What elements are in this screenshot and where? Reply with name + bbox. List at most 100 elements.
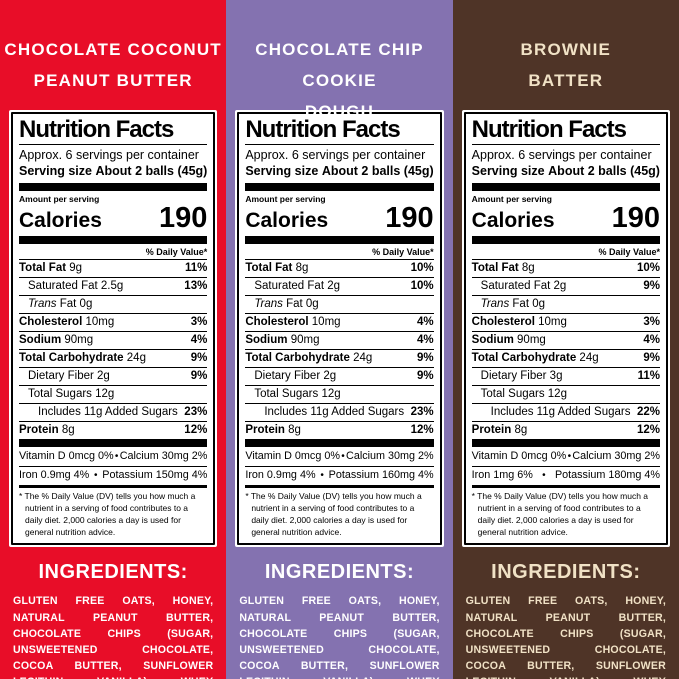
bullet-separator: • [341,451,345,463]
thick-divider [471,236,660,245]
nutrient-row: Dietary Fiber 2g 9% [245,367,434,385]
nutrient-row: Cholesterol 10mg 3% [19,313,208,331]
nutrition-facts-heading: Nutrition Facts [471,117,660,146]
nutrient-daily-value: 11% [637,370,660,383]
nutrient-label: Includes 11g Added Sugars [264,406,405,419]
thick-divider [245,236,434,245]
flavor-title: CHOCOLATE COCONUT PEANUT BUTTER [0,0,226,108]
nutrition-facts-heading: Nutrition Facts [19,117,208,146]
nutrient-row: Saturated Fat 2g 9% [471,277,660,295]
nutrient-daily-value: 22% [636,406,660,419]
amount-per-serving-label: Amount per serving [19,194,100,205]
nutrient-label: Cholesterol 10mg [19,316,115,329]
serving-size-value: About 2 balls (45g) [95,164,208,179]
nutrient-row: Total Carbohydrate 24g 9% [471,349,660,367]
nutrient-label: Includes 11g Added Sugars [490,406,631,419]
serving-size-label: Serving size [245,164,319,179]
nutrient-row: Sodium 90mg 4% [471,331,660,349]
nutrient-rows: Total Fat 8g 10% Saturated Fat 2g 10% Trans … [245,260,434,439]
nutrient-daily-value: 9% [643,352,660,365]
flavor-title-line2: BATTER [528,71,604,90]
calories-value: 190 [385,202,434,235]
nutrient-daily-value: 9% [643,280,660,293]
nutrient-label: Total Sugars 12g [480,388,567,401]
nutrient-row: Sodium 90mg 4% [245,331,434,349]
nutrient-label: Total Fat 8g [471,262,535,275]
nutrient-daily-value: 11% [184,262,208,275]
ingredients-list: GLUTEN FREE OATS, HONEY, NATURAL PEANUT … [239,595,440,679]
nutrient-label: Dietary Fiber 3g [480,370,563,383]
ingredients-heading: INGREDIENTS: [38,561,188,584]
daily-value-footnote: * The % Daily Value (DV) tells you how m… [19,491,196,538]
nutrient-daily-value: 10% [410,280,434,293]
flavor-title-line2: PEANUT BUTTER [33,71,193,90]
nutrient-daily-value: 3% [643,316,660,329]
nutrient-label: Sodium 90mg [19,334,94,347]
nutrient-row: Sodium 90mg 4% [19,331,208,349]
vitamin-right: Calcium 30mg 2% [572,450,660,463]
thick-divider [245,183,434,192]
nutrient-label: Sodium 90mg [245,334,320,347]
nutrient-row: Total Fat 9g 11% [19,260,207,277]
nutrient-row: Total Carbohydrate 24g 9% [19,349,208,367]
thick-divider [19,439,208,448]
daily-value-footnote: * The % Daily Value (DV) tells you how m… [245,491,422,538]
vitamin-row: Iron 0.9mg 4% • Potassium 160mg 4% [245,465,434,485]
nutrient-row: Total Fat 8g 10% [245,260,433,277]
nutrient-daily-value: 9% [190,370,208,383]
flavor-title-line2: DOUGH [304,102,375,121]
nutrient-daily-value: 12% [636,424,660,437]
calories-label: Calories [471,209,555,233]
ingredients-list: GLUTEN FREE OATS, HONEY, NATURAL PEANUT … [13,595,214,679]
nutrition-facts-inner: Nutrition Facts Approx. 6 servings per c… [237,112,442,546]
calories-label: Calories [19,209,102,233]
nutrient-label: Total Fat 8g [245,262,309,275]
vitamin-left: Iron 1mg 6% [471,468,533,481]
bullet-separator: • [94,469,98,481]
nutrient-row: Protein 8g 12% [471,421,660,439]
nutrient-label: Saturated Fat 2g [254,280,341,293]
footnote-divider [245,485,434,489]
flavor-title: CHOCOLATE CHIP COOKIE DOUGH [226,0,452,121]
nutrient-row: Cholesterol 10mg 3% [471,313,660,331]
servings-per-container: Approx. 6 servings per container [19,148,199,163]
flavor-title: BROWNIE BATTER [453,0,679,108]
nutrient-row: Protein 8g 12% [19,421,208,439]
nutrient-row: Total Sugars 12g [245,385,434,403]
vitamin-row: Vitamin D 0mcg 0% • Calcium 30mg 2% [472,448,660,466]
thick-divider [19,236,208,245]
nutrient-label: Saturated Fat 2g [480,280,567,293]
thick-divider [19,183,208,192]
amount-per-serving-label: Amount per serving [471,194,552,205]
nutrient-row: Total Fat 8g 10% [472,260,660,277]
bullet-separator: • [114,451,119,463]
servings-per-container: Approx. 6 servings per container [471,148,652,163]
nutrient-label: Includes 11g Added Sugars [38,406,178,419]
nutrient-daily-value: 9% [417,370,434,383]
nutrient-row: Total Sugars 12g [471,385,660,403]
nutrient-label: Saturated Fat 2.5g [28,280,124,293]
vitamin-right: Potassium 160mg 4% [328,468,434,481]
nutrient-label: Dietary Fiber 2g [28,370,110,383]
daily-value-header: % Daily Value* [19,244,208,261]
flavor-title-line1: BROWNIE [520,40,612,59]
serving-size-value: About 2 balls (45g) [548,164,660,179]
nutrient-row: Dietary Fiber 3g 11% [471,367,660,385]
calories-label: Calories [245,209,329,233]
thick-divider [245,439,434,448]
flavor-title-line1: CHOCOLATE CHIP COOKIE [255,40,424,90]
nutrient-label: Cholesterol 10mg [471,316,567,329]
serving-size-label: Serving size [471,164,545,179]
vitamin-rows: Vitamin D 0mcg 0% • Calcium 30mg 2% Iron 0.… [245,448,434,485]
nutrient-rows: Total Fat 8g 10% Saturated Fat 2g 9% Trans F… [471,260,660,439]
serving-size-row: Serving size About 2 balls (45g) [19,163,207,183]
calories-value: 190 [611,202,660,235]
nutrient-daily-value: 12% [184,424,208,437]
nutrient-daily-value: 12% [410,424,434,437]
daily-value-header: % Daily Value* [245,244,434,261]
amount-per-serving-label: Amount per serving [245,194,326,205]
nutrient-daily-value: 4% [417,316,434,329]
footnote-divider [471,485,660,489]
ingredients-heading: INGREDIENTS: [264,561,415,584]
nutrient-row: Protein 8g 12% [245,421,434,439]
